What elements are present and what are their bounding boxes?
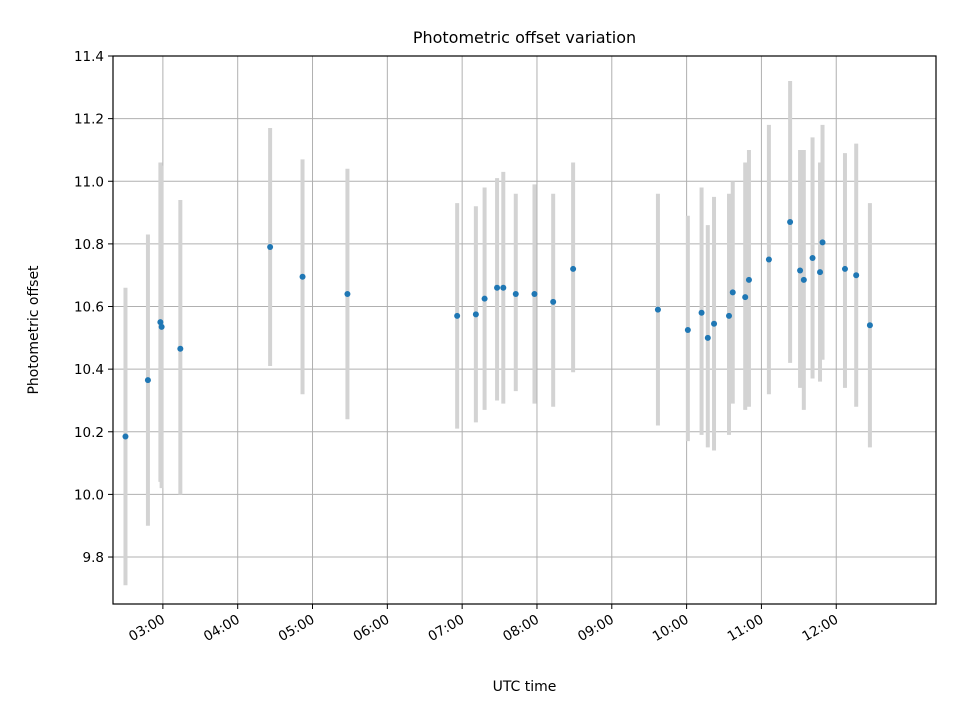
data-point [742, 294, 749, 301]
data-point [866, 322, 873, 329]
data-point [765, 256, 772, 263]
data-point [570, 265, 577, 272]
y-tick-label: 11.0 [74, 174, 104, 190]
data-point [684, 327, 691, 333]
y-tick-label: 10.4 [74, 362, 104, 378]
data-point [494, 284, 501, 291]
data-point [158, 323, 165, 330]
x-axis-label: UTC time [493, 679, 557, 695]
data-point [531, 290, 538, 297]
data-point [472, 311, 479, 318]
data-point [787, 218, 794, 225]
y-tick-label: 11.4 [74, 49, 104, 65]
data-point [157, 319, 164, 326]
data-point [299, 273, 306, 280]
data-point [344, 290, 351, 297]
data-point [550, 298, 557, 305]
data-point [800, 276, 807, 283]
data-point [745, 276, 752, 283]
y-tick-label: 11.2 [74, 112, 104, 128]
y-axis-label: Photometric offset [26, 265, 42, 395]
data-point [267, 244, 274, 251]
y-tick-label: 9.8 [83, 550, 104, 566]
plot-frame [112, 55, 937, 605]
data-point [853, 272, 860, 279]
y-tick-label: 10.0 [74, 487, 104, 503]
data-point [711, 320, 718, 327]
data-point [809, 254, 816, 261]
data-point [454, 312, 461, 319]
data-point [698, 309, 705, 316]
y-tick-label: 10.6 [74, 300, 104, 316]
data-point [819, 239, 826, 246]
data-point [177, 345, 184, 352]
data-point [817, 269, 824, 276]
data-point [729, 289, 736, 296]
data-point [144, 377, 151, 384]
data-point [512, 290, 519, 297]
data-point [122, 433, 129, 440]
data-point [654, 306, 661, 313]
data-point [704, 334, 711, 341]
data-point [797, 267, 804, 274]
y-tick-label: 10.8 [74, 237, 104, 253]
y-tick-label: 10.2 [74, 425, 104, 441]
y-axis-ticks: 9.8 10.0 10.2 10.4 10.6 10.8 11.0 11.2 11.4 [74, 49, 113, 566]
data-points [122, 218, 873, 440]
data-point [726, 312, 733, 319]
chart-title: Photometric offset variation [413, 28, 636, 47]
data-point [481, 295, 488, 302]
data-point [841, 265, 848, 272]
data-point [500, 284, 507, 291]
